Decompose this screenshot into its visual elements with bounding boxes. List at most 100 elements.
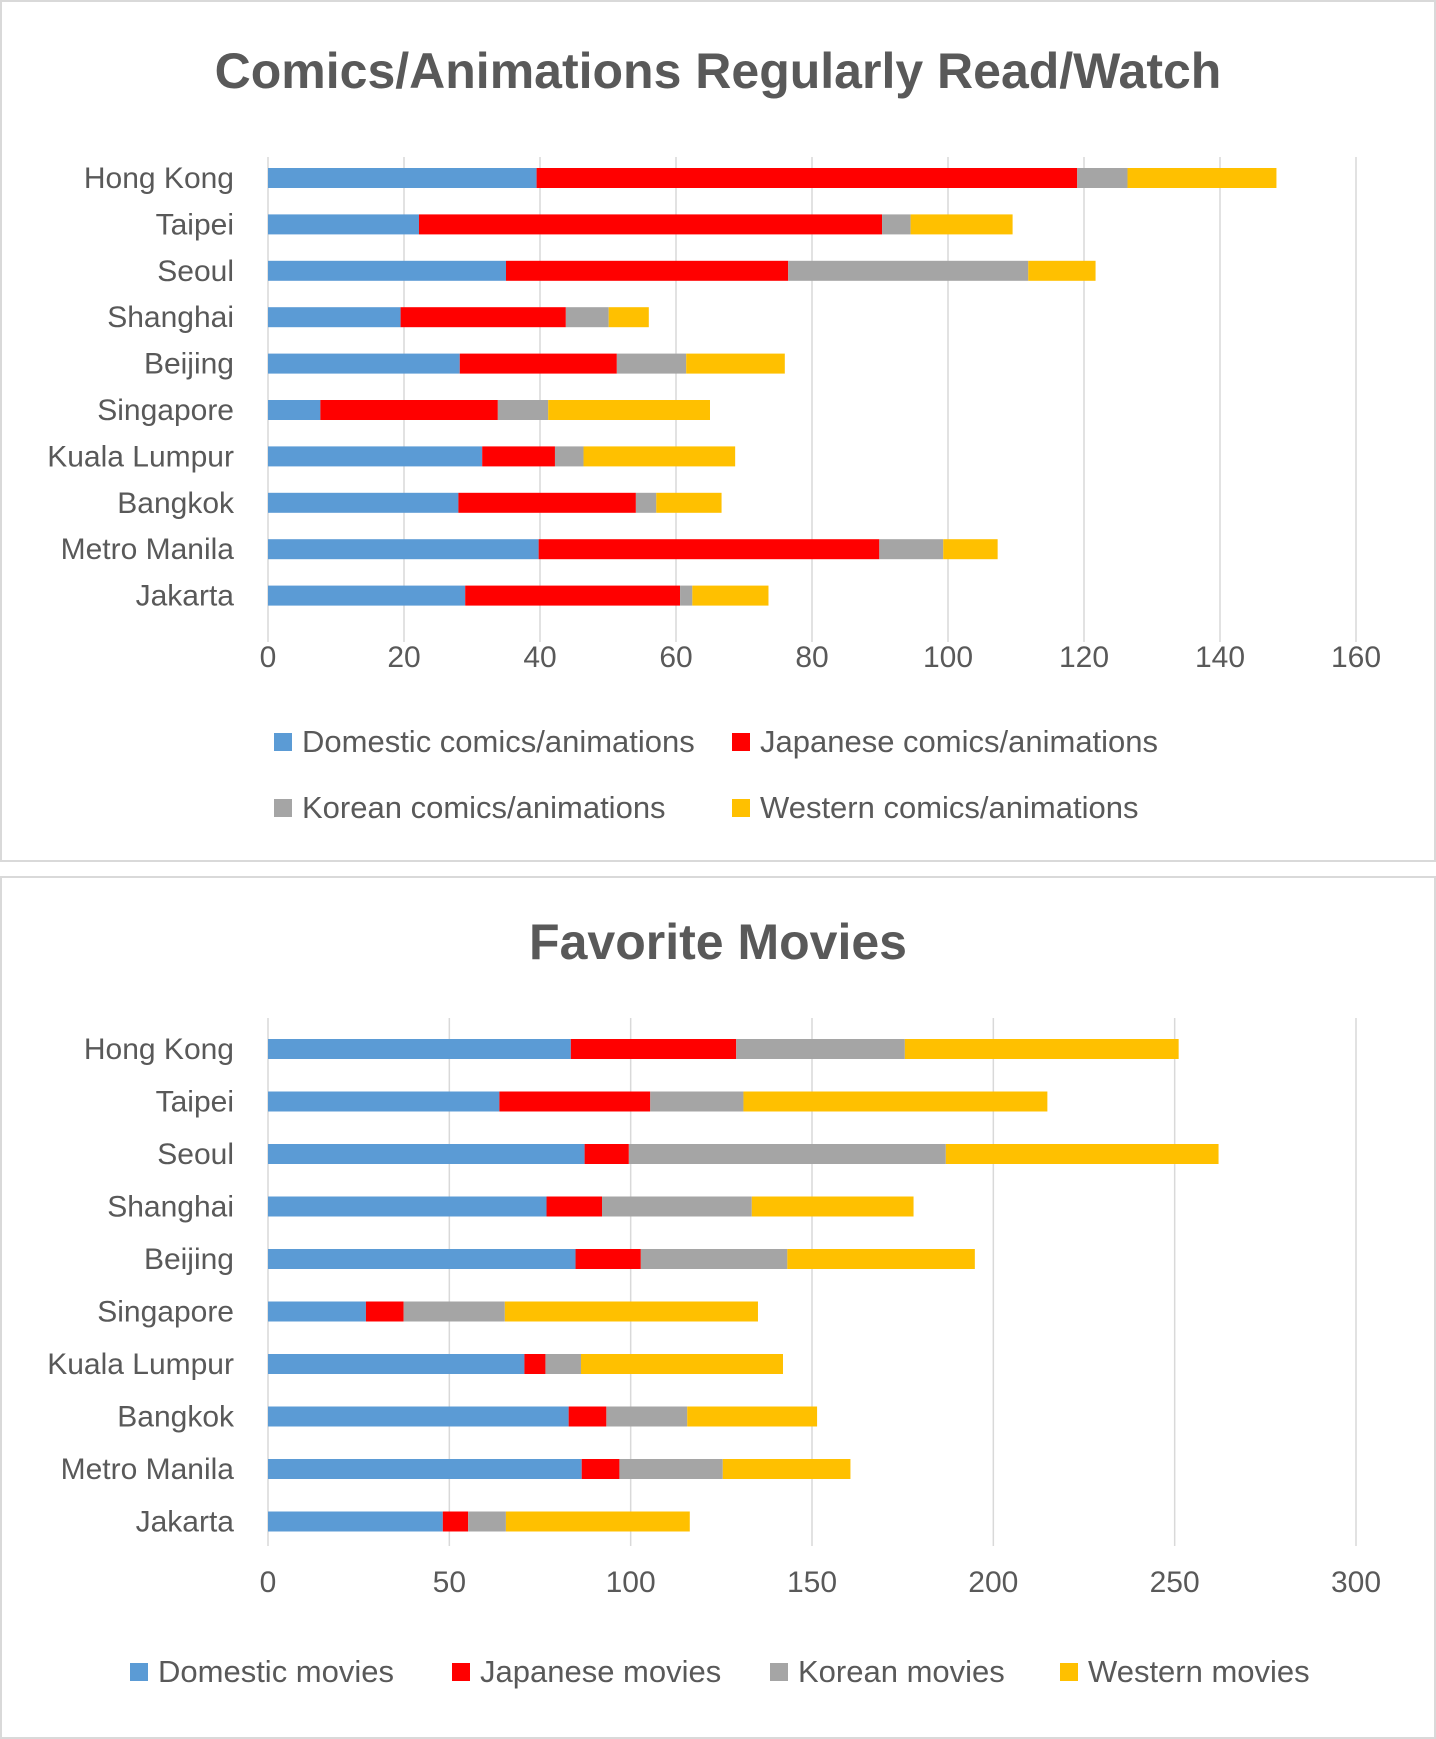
bar-segment [570, 1039, 737, 1059]
x-tick-label: 40 [523, 641, 556, 674]
bar-segment [565, 307, 609, 328]
bar-segment [538, 539, 880, 560]
bar-segment [497, 400, 549, 420]
legend-swatch [130, 1662, 148, 1681]
bar-segment [1077, 168, 1128, 188]
bar-segment [581, 1459, 620, 1479]
bar-segment [882, 214, 911, 235]
chart-panel-movies: Favorite Movies 0 50 100 150 200 250 300 Hong K… [0, 876, 1436, 1739]
bar-segment [268, 1406, 569, 1427]
bar-segment [400, 307, 566, 328]
bar-segment [268, 168, 537, 188]
category-label: Shanghai [107, 1191, 234, 1224]
bar-segment [482, 446, 555, 467]
legend-swatch [452, 1662, 470, 1681]
chart-title: Favorite Movies [529, 914, 907, 970]
x-tick-label: 150 [787, 1566, 837, 1599]
x-tick-label: 100 [923, 641, 973, 674]
bar-segment [787, 1249, 975, 1269]
chart-panel-comics: Comics/Animations Regularly Read/Watch 0… [0, 0, 1436, 862]
category-label: Seoul [157, 1138, 234, 1171]
category-label: Kuala Lumpur [47, 440, 234, 473]
bar-segment [403, 1301, 505, 1322]
legend-label: Western comics/animations [760, 790, 1139, 825]
legend-item-domestic-comics: Domestic comics/animations [274, 722, 695, 762]
bar-segment [619, 1459, 723, 1479]
x-tick-label: 0 [260, 1566, 277, 1599]
bar-segment [680, 585, 693, 606]
bar-segment [268, 353, 460, 374]
bar-segment [268, 585, 466, 606]
bar-segment [788, 260, 1029, 281]
category-label: Jakarta [136, 1506, 235, 1539]
bar-segment [506, 260, 789, 281]
bar-segment [650, 1091, 744, 1112]
bar-segment [554, 446, 584, 467]
bar-segment [692, 585, 769, 606]
bar-segment [524, 1354, 546, 1374]
legend-swatch [770, 1662, 788, 1681]
bar-segment [580, 1354, 783, 1374]
legend-label: Western movies [1088, 1654, 1310, 1689]
plot-area-movies: 0 50 100 150 200 250 300 Hong Kong Taipei Seoul Sh… [47, 1018, 1381, 1599]
legend-item-western-movies: Western movies [1060, 1652, 1310, 1692]
category-label: Shanghai [107, 301, 234, 334]
legend-item-korean-movies: Korean movies [770, 1652, 1005, 1692]
category-label: Kuala Lumpur [47, 1348, 234, 1381]
bar-segment [418, 214, 883, 235]
legend-label: Korean comics/animations [302, 790, 666, 825]
bar-segment [465, 585, 681, 606]
bar-segment [1028, 260, 1096, 281]
bar-segment [268, 1039, 571, 1059]
bar-segment [616, 353, 687, 374]
bar-segment [268, 539, 539, 560]
bar-segment [686, 353, 785, 374]
bar-segment [268, 1459, 582, 1479]
legend-label: Japanese movies [480, 1654, 722, 1689]
bar-segment [268, 400, 321, 420]
legend-swatch [1060, 1662, 1078, 1681]
bar-segment [548, 400, 710, 420]
bar-segment [736, 1039, 905, 1059]
category-label: Taipei [156, 1086, 234, 1119]
bar-segment [268, 260, 506, 281]
legend-label: Japanese comics/animations [760, 724, 1159, 759]
legend-item-western-comics: Western comics/animations [732, 788, 1138, 828]
bar-segment [505, 1511, 690, 1532]
bar-segment [575, 1249, 641, 1269]
bar-segment [583, 446, 736, 467]
bar-segment [910, 214, 1013, 235]
x-tick-label: 140 [1195, 641, 1245, 674]
bar-segment [743, 1091, 1048, 1112]
bar-segment [268, 214, 419, 235]
bar-segment [608, 307, 649, 328]
legend-swatch [732, 798, 750, 817]
category-label: Singapore [97, 394, 234, 427]
bar-segment [442, 1511, 469, 1532]
category-label: Beijing [144, 1243, 234, 1276]
bar-segment [268, 1511, 443, 1532]
category-label: Metro Manila [61, 533, 235, 566]
category-label: Seoul [157, 255, 234, 288]
category-label: Singapore [97, 1296, 234, 1329]
bar-segment [458, 492, 636, 513]
x-tick-label: 300 [1331, 1566, 1381, 1599]
legend-item-japanese-comics: Japanese comics/animations [732, 722, 1158, 762]
bar-segment [722, 1459, 851, 1479]
bar-segment [268, 1144, 585, 1164]
bar-segment [268, 492, 459, 513]
bar-segment [499, 1091, 651, 1112]
bar-segment [1127, 168, 1277, 188]
bar-segment [687, 1406, 818, 1427]
bar-segment [879, 539, 944, 560]
legend-label: Domestic movies [158, 1654, 394, 1689]
bar-segment [268, 1091, 500, 1112]
legend-item-domestic-movies: Domestic movies [130, 1652, 394, 1692]
x-tick-label: 160 [1331, 641, 1381, 674]
bar-segment [504, 1301, 758, 1322]
bar-segment [545, 1354, 581, 1374]
legend-swatch [274, 798, 292, 817]
category-label: Metro Manila [61, 1453, 235, 1486]
x-tick-label: 250 [1150, 1566, 1200, 1599]
bar-segment [640, 1249, 788, 1269]
